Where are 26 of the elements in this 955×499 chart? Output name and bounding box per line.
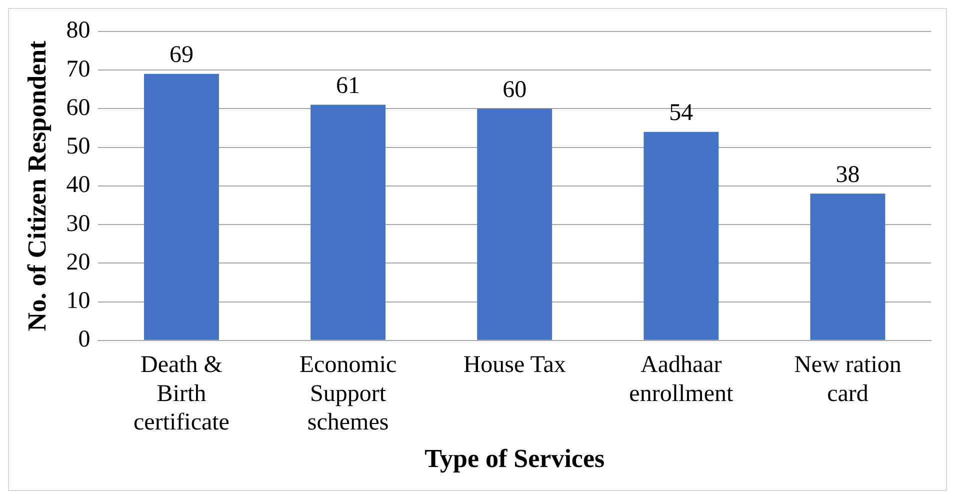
data-label: 61 <box>336 73 360 100</box>
y-axis-title: No. of Citizen Respondent <box>22 40 52 332</box>
y-tick-label: 10 <box>66 288 90 314</box>
y-tick-label: 80 <box>66 18 90 44</box>
x-tick-label: Economic Support schemes <box>299 352 397 436</box>
data-label: 54 <box>669 100 694 126</box>
bar <box>810 194 886 340</box>
bar <box>144 74 219 340</box>
bar <box>644 132 719 340</box>
data-label: 60 <box>502 76 527 103</box>
y-tick-label: 50 <box>66 134 90 160</box>
y-tick-label: 60 <box>66 94 90 121</box>
y-tick-label: 70 <box>66 56 90 82</box>
data-label: 69 <box>169 42 194 68</box>
y-tick-label: 30 <box>66 210 90 237</box>
x-tick-label: House Tax <box>463 352 566 378</box>
x-tick-label: Death & Birth certificate <box>134 352 230 436</box>
bar <box>477 108 552 340</box>
data-label: 38 <box>836 162 860 188</box>
x-axis-title: Type of Services <box>424 444 605 474</box>
x-tick-label: Aadhaar enrollment <box>629 352 734 407</box>
y-tick-label: 40 <box>66 172 90 198</box>
bar <box>310 104 386 340</box>
y-tick-label: 0 <box>78 326 90 353</box>
x-tick-label: New ration card <box>794 352 902 407</box>
y-tick-label: 20 <box>66 249 90 276</box>
